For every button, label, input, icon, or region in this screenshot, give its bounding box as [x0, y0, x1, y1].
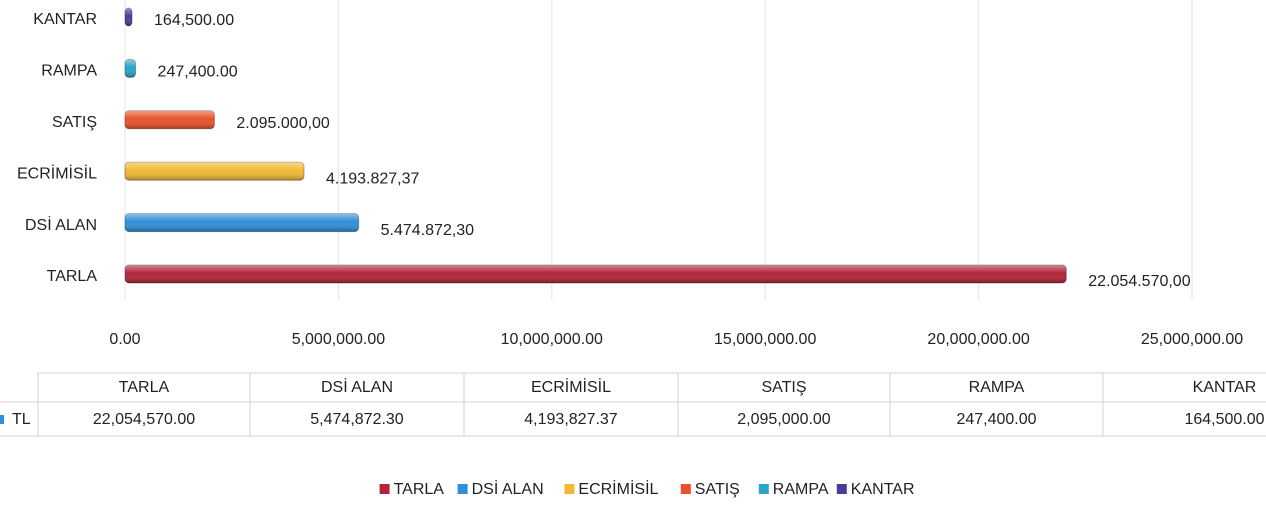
table-header: RAMPA [969, 379, 1025, 396]
x-tick-label: 5,000,000.00 [292, 331, 386, 348]
table-cell: 164,500.00 [1184, 411, 1264, 428]
bar-shine [125, 8, 133, 26]
bar-category-label: SATIŞ [52, 114, 97, 131]
table-legend-key [0, 415, 4, 424]
table-header: ECRİMİSİL [531, 377, 611, 396]
bar-shine [125, 59, 136, 78]
legend-label: RAMPA [773, 481, 829, 498]
bar-shine [125, 110, 215, 129]
table-header: SATIŞ [761, 379, 806, 396]
table-cell: 5,474,872.30 [310, 411, 404, 428]
x-tick-label: 0.00 [109, 331, 140, 348]
bar-category-label: RAMPA [41, 63, 97, 80]
x-tick-label: 20,000,000.00 [927, 331, 1029, 348]
data-label: 5.474.872,30 [381, 222, 475, 239]
legend-label: TARLA [394, 481, 445, 498]
table-cell: 22,054,570.00 [93, 411, 195, 428]
table-row-label: TL [12, 411, 31, 428]
data-label: 4.193.827,37 [326, 170, 420, 187]
legend-swatch [379, 484, 390, 494]
table-cell: 2,095,000.00 [737, 411, 831, 428]
legend-label: SATIŞ [695, 481, 740, 498]
bar-group [124, 110, 215, 130]
legend-label: ECRİMİSİL [578, 479, 658, 498]
bar-group [124, 161, 305, 181]
bar-category-label: KANTAR [33, 11, 97, 28]
legend-swatch [836, 484, 847, 494]
table-cell: 247,400.00 [956, 411, 1036, 428]
x-tick-label: 25,000,000.00 [1141, 331, 1243, 348]
table-header: KANTAR [1193, 379, 1257, 396]
bar-shine [125, 213, 359, 232]
table-cell: 4,193,827.37 [524, 411, 618, 428]
legend-swatch [680, 484, 691, 494]
x-tick-label: 10,000,000.00 [501, 331, 603, 348]
legend-swatch [564, 484, 575, 494]
table-header: DSİ ALAN [321, 377, 393, 396]
table-header: TARLA [119, 379, 170, 396]
bar-category-label: ECRİMİSİL [17, 163, 97, 182]
legend-swatch [758, 484, 769, 494]
x-tick-label: 15,000,000.00 [714, 331, 816, 348]
bar-category-label: TARLA [47, 268, 98, 285]
bar-shine [125, 162, 304, 181]
bar-category-label: DSİ ALAN [25, 215, 97, 234]
bar-group [124, 264, 1067, 284]
legend-swatch [457, 484, 468, 494]
bar-group [124, 213, 360, 233]
data-label: 22.054.570,00 [1088, 273, 1190, 290]
data-label: 2.095.000,00 [236, 115, 330, 132]
legend-label: KANTAR [851, 481, 915, 498]
data-label: 164,500.00 [154, 12, 234, 29]
bar-group [124, 7, 133, 27]
legend-label: DSİ ALAN [472, 479, 544, 498]
bar-group [124, 58, 137, 78]
bar-shine [125, 265, 1067, 283]
data-label: 247,400.00 [158, 64, 238, 81]
